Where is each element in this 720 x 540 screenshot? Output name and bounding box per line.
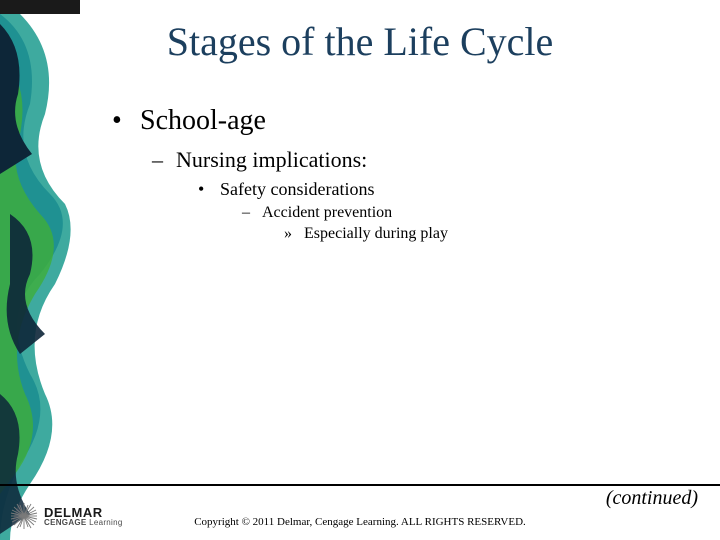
slide-body: • School-age – Nursing implications: • S…	[112, 105, 680, 243]
outline-level-3: • Safety considerations	[198, 179, 680, 200]
outline-level-5: » Especially during play	[284, 225, 680, 243]
bullet-disc: •	[112, 105, 140, 137]
bullet-disc: •	[198, 179, 220, 200]
bullet-dash: –	[242, 204, 262, 222]
outline-text: Especially during play	[304, 225, 448, 243]
outline-level-4: – Accident prevention	[242, 204, 680, 222]
bullet-chevron: »	[284, 225, 304, 243]
outline-text: Safety considerations	[220, 179, 374, 200]
outline-level-2: – Nursing implications:	[152, 147, 680, 173]
side-decorative-graphic	[0, 14, 80, 540]
outline-level-1: • School-age	[112, 105, 680, 137]
outline-text: Accident prevention	[262, 204, 392, 222]
outline-text: Nursing implications:	[176, 147, 367, 173]
slide-footer: DELMAR CENGAGE Learning Copyright © 2011…	[0, 484, 720, 540]
bullet-dash: –	[152, 147, 176, 173]
copyright-text: Copyright © 2011 Delmar, Cengage Learnin…	[0, 516, 720, 528]
outline-text: School-age	[140, 105, 266, 137]
slide-title: Stages of the Life Cycle	[0, 18, 720, 65]
footer-divider	[0, 484, 720, 486]
top-accent-bar	[0, 0, 80, 14]
